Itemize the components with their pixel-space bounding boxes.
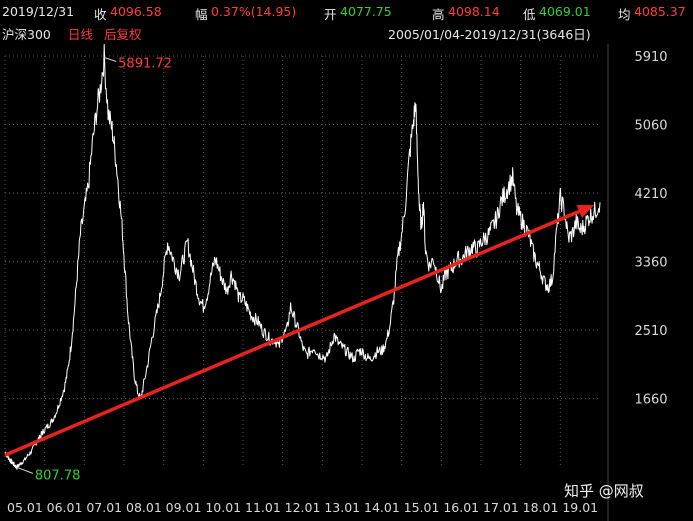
- x-tick-label: 13.01: [324, 500, 360, 515]
- y-tick-label: 2510: [634, 324, 667, 339]
- low-annotation: 807.78: [35, 468, 81, 483]
- x-tick-label: 07.01: [86, 500, 122, 515]
- x-tick-label: 14.01: [364, 500, 400, 515]
- open-value: 4077.75: [340, 4, 392, 19]
- zhihu-watermark: 知乎 @网叔: [564, 482, 644, 500]
- chart-grid: [4, 44, 609, 521]
- adjust-label: 后复权: [104, 27, 142, 42]
- x-tick-label: 19.01: [562, 500, 598, 515]
- change-value: 0.37%(14.95): [211, 4, 297, 19]
- x-tick-label: 15.01: [404, 500, 440, 515]
- y-tick-label: 5060: [634, 119, 667, 134]
- low-pointer: [16, 466, 34, 474]
- y-axis-ticks: 5910 5060 4210 3360 2510 1660: [634, 50, 667, 408]
- open-label: 开: [324, 7, 337, 22]
- low-value: 4069.01: [539, 4, 591, 19]
- chart-subheader: 沪深300 日线 后复权 2005/01/04-2019/12/31(3646日…: [0, 22, 693, 44]
- avg-label: 均: [618, 7, 631, 22]
- x-tick-label: 12.01: [285, 500, 321, 515]
- trend-arrowhead: [576, 204, 595, 218]
- avg-value: 4085.37: [634, 4, 686, 19]
- y-tick-label: 5910: [634, 50, 667, 65]
- x-axis-ticks: 05.01 06.01 07.01 08.01 09.01 10.01 11.01 12.01…: [7, 500, 598, 515]
- kline-chart: 5910 5060 4210 3360 2510 1660 05.01 06.01 07.01…: [4, 44, 668, 521]
- y-tick-label: 3360: [634, 256, 667, 271]
- low-label: 低: [523, 7, 536, 22]
- quote-date: 2019/12/31: [2, 4, 75, 19]
- close-label: 收: [94, 7, 107, 22]
- trend-arrow: [4, 204, 595, 457]
- price-line: [4, 44, 601, 470]
- y-tick-label: 4210: [634, 187, 667, 202]
- period-label: 日线: [68, 27, 94, 42]
- close-value: 4096.58: [110, 4, 162, 19]
- date-range: 2005/01/04-2019/12/31(3646日): [388, 27, 591, 42]
- quote-bar: 2019/12/31 收 4096.58 幅 0.37%(14.95) 开 40…: [0, 0, 693, 22]
- trend-line: [4, 209, 581, 457]
- y-tick-label: 1660: [634, 393, 667, 408]
- x-tick-label: 08.01: [126, 500, 162, 515]
- x-tick-label: 06.01: [47, 500, 83, 515]
- high-label: 高: [432, 7, 445, 22]
- high-pointer: [104, 57, 117, 63]
- high-value: 4098.14: [448, 4, 500, 19]
- price-polyline: [4, 44, 601, 470]
- x-tick-label: 05.01: [7, 500, 43, 515]
- x-tick-label: 16.01: [443, 500, 479, 515]
- x-tick-label: 17.01: [483, 500, 519, 515]
- x-tick-label: 09.01: [166, 500, 202, 515]
- change-label: 幅: [195, 7, 208, 22]
- high-annotation: 5891.72: [118, 57, 172, 72]
- x-tick-label: 11.01: [245, 500, 281, 515]
- index-name: 沪深300: [2, 27, 51, 42]
- x-tick-label: 18.01: [523, 500, 559, 515]
- x-tick-label: 10.01: [205, 500, 241, 515]
- chart-annotations: 5891.72 807.78: [16, 57, 172, 483]
